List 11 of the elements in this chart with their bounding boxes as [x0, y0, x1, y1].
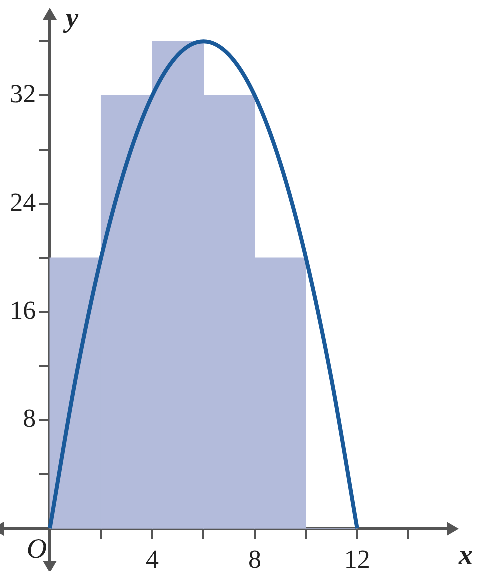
annotation: O [26, 534, 48, 565]
y-tick-label: 24 [10, 188, 36, 217]
y-tick-label: 32 [10, 80, 36, 109]
y-tick-label: 16 [10, 296, 36, 325]
line-series [48, 40, 360, 531]
x-tick-label: 12 [344, 544, 370, 571]
x-axis-title: x [458, 540, 473, 571]
x-tick-label: 4 [146, 544, 160, 571]
y-tick-label: 8 [23, 404, 36, 434]
x-tick-label: 8 [248, 544, 262, 571]
y-axis-title: y [63, 3, 80, 34]
